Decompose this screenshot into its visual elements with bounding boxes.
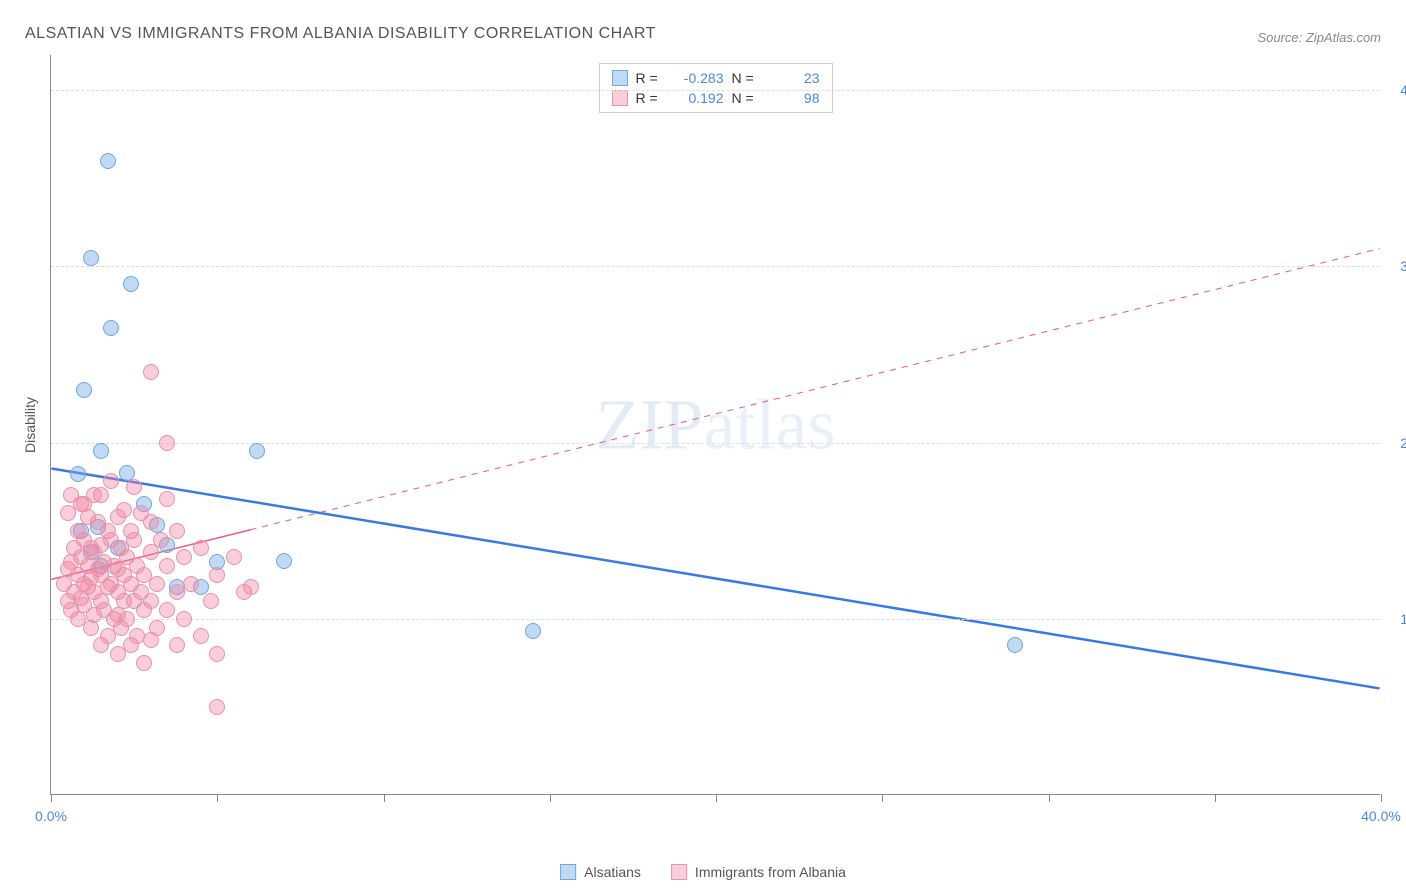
legend-swatch — [560, 864, 576, 880]
data-point — [209, 646, 225, 662]
n-label: N = — [732, 70, 756, 86]
x-tick — [716, 794, 717, 802]
data-point — [126, 532, 142, 548]
stats-legend-row: R = -0.283 N = 23 — [612, 68, 820, 88]
data-point — [126, 479, 142, 495]
y-tick-label: 10.0% — [1390, 611, 1406, 627]
data-point — [176, 549, 192, 565]
series-name: Immigrants from Albania — [695, 864, 846, 880]
data-point — [209, 567, 225, 583]
series-name: Alsatians — [584, 864, 641, 880]
legend-swatch — [612, 90, 628, 106]
stats-legend: R = -0.283 N = 23 R = 0.192 N = 98 — [599, 63, 833, 113]
x-tick — [1215, 794, 1216, 802]
n-label: N = — [732, 90, 756, 106]
x-tick — [1381, 794, 1382, 802]
data-point — [243, 579, 259, 595]
watermark: ZIPatlas — [596, 383, 836, 466]
data-point — [103, 473, 119, 489]
data-point — [86, 487, 102, 503]
data-point — [149, 620, 165, 636]
y-axis-label: Disability — [22, 397, 38, 453]
data-point — [143, 364, 159, 380]
data-point — [525, 623, 541, 639]
data-point — [1007, 637, 1023, 653]
x-tick — [217, 794, 218, 802]
data-point — [116, 502, 132, 518]
data-point — [193, 628, 209, 644]
series-legend-item: Alsatians — [560, 864, 641, 880]
r-label: R = — [636, 90, 660, 106]
data-point — [83, 250, 99, 266]
watermark-part2: atlas — [704, 384, 836, 464]
data-point — [136, 655, 152, 671]
plot-area: ZIPatlas R =-0.283N =23R =0.192N =98 10.… — [50, 55, 1380, 795]
r-value: -0.283 — [668, 70, 724, 86]
data-point — [60, 505, 76, 521]
data-point — [76, 382, 92, 398]
gridline — [51, 619, 1380, 620]
data-point — [226, 549, 242, 565]
trend-lines-svg — [51, 55, 1380, 794]
data-point — [203, 593, 219, 609]
data-point — [159, 602, 175, 618]
n-value: 23 — [764, 70, 820, 86]
data-point — [276, 553, 292, 569]
legend-swatch — [671, 864, 687, 880]
x-tick — [384, 794, 385, 802]
data-point — [193, 540, 209, 556]
data-point — [169, 637, 185, 653]
data-point — [153, 532, 169, 548]
data-point — [159, 558, 175, 574]
chart-title: ALSATIAN VS IMMIGRANTS FROM ALBANIA DISA… — [25, 25, 656, 43]
x-tick-label: 0.0% — [35, 808, 67, 824]
x-tick-label: 40.0% — [1361, 808, 1401, 824]
data-point — [103, 320, 119, 336]
data-point — [143, 593, 159, 609]
y-tick-label: 20.0% — [1390, 435, 1406, 451]
r-value: 0.192 — [668, 90, 724, 106]
data-point — [249, 443, 265, 459]
data-point — [176, 611, 192, 627]
n-value: 98 — [764, 90, 820, 106]
gridline — [51, 266, 1380, 267]
x-tick — [51, 794, 52, 802]
data-point — [149, 576, 165, 592]
data-point — [123, 276, 139, 292]
data-point — [183, 576, 199, 592]
gridline — [51, 90, 1380, 91]
series-legend: Alsatians Immigrants from Albania — [560, 864, 846, 880]
data-point — [169, 523, 185, 539]
y-tick-label: 30.0% — [1390, 258, 1406, 274]
data-point — [209, 699, 225, 715]
x-tick — [550, 794, 551, 802]
data-point — [143, 514, 159, 530]
x-tick — [882, 794, 883, 802]
watermark-part1: ZIP — [596, 384, 704, 464]
data-point — [93, 443, 109, 459]
y-tick-label: 40.0% — [1390, 82, 1406, 98]
data-point — [70, 466, 86, 482]
data-point — [159, 491, 175, 507]
data-point — [159, 435, 175, 451]
r-label: R = — [636, 70, 660, 86]
source-attribution: Source: ZipAtlas.com — [1257, 30, 1381, 45]
series-legend-item: Immigrants from Albania — [671, 864, 846, 880]
data-point — [110, 607, 126, 623]
data-point — [100, 153, 116, 169]
legend-swatch — [612, 70, 628, 86]
gridline — [51, 443, 1380, 444]
x-tick — [1049, 794, 1050, 802]
trendline-dashed — [251, 249, 1380, 530]
